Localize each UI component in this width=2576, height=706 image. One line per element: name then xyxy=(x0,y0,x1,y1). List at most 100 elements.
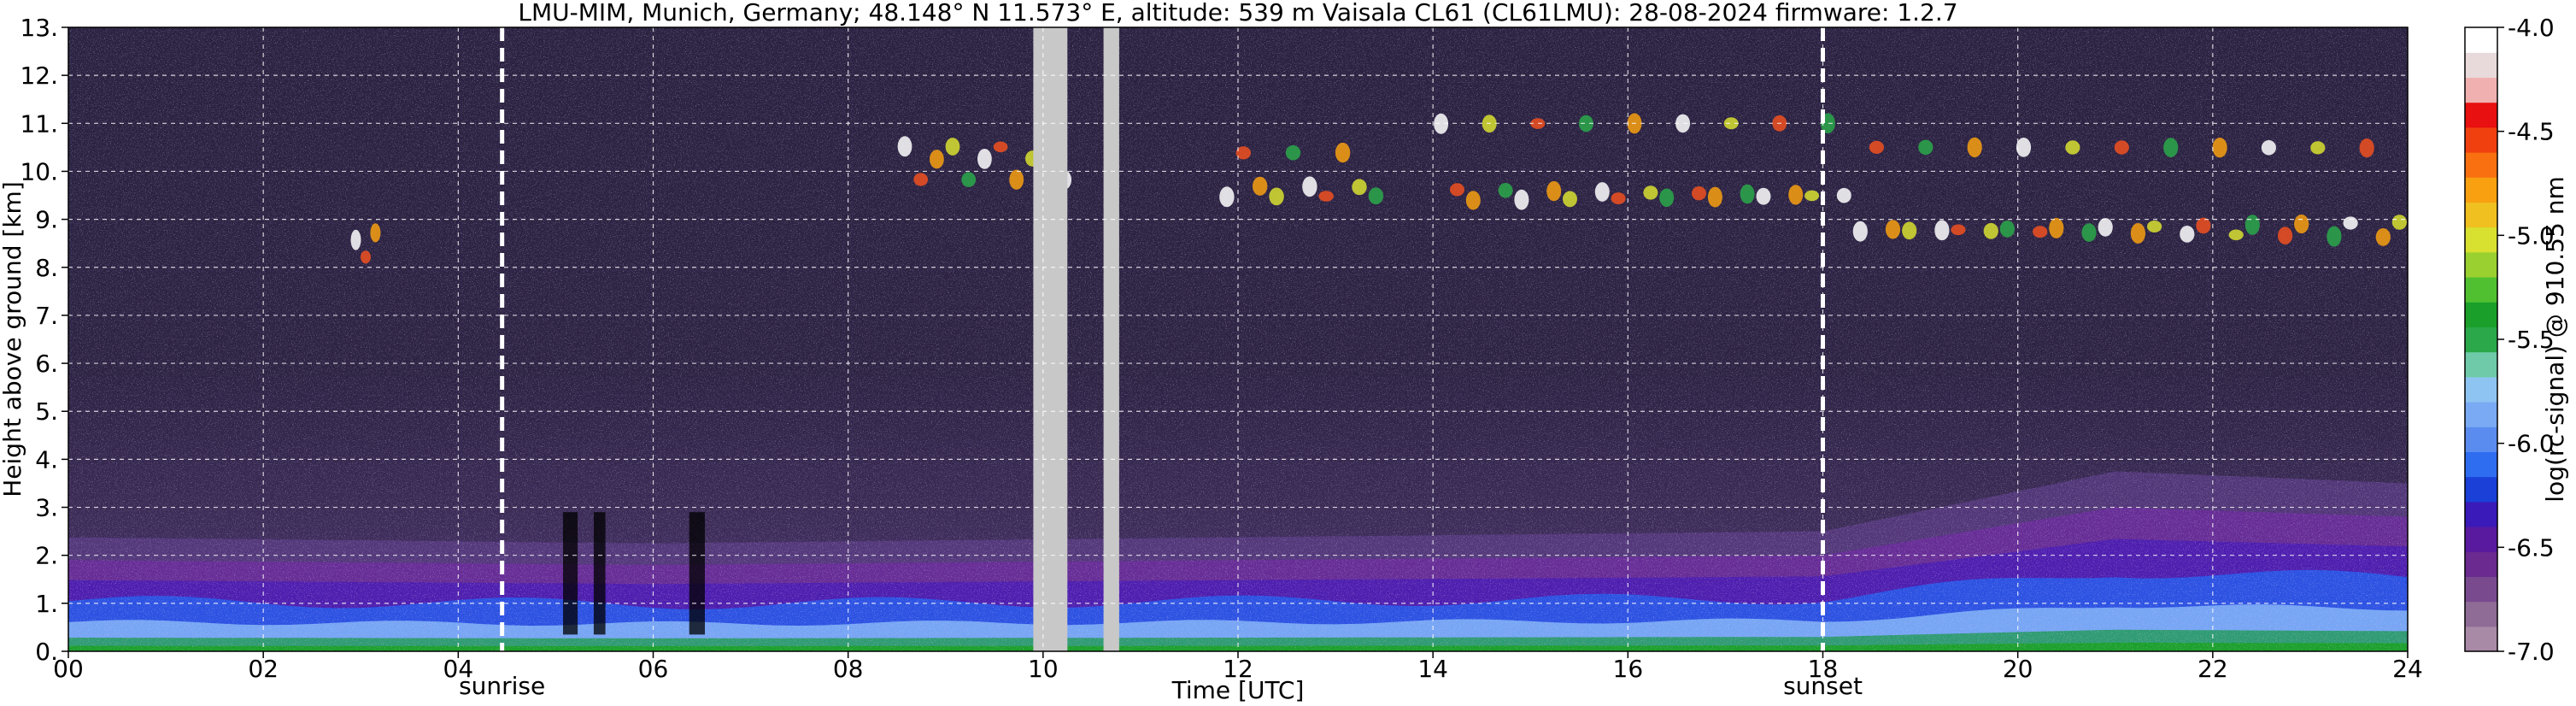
cirrus-patch xyxy=(1335,142,1351,163)
y-tick-label: 2. xyxy=(35,542,58,570)
x-tick-label: 00 xyxy=(53,655,84,683)
cirrus-patch xyxy=(2375,228,2391,246)
cirrus-patch xyxy=(1498,183,1513,198)
colorbar-tick-label: -5.5 xyxy=(2508,326,2555,354)
y-axis-label: Height above ground [km] xyxy=(0,181,26,497)
y-tick-label: 9. xyxy=(35,206,58,234)
cirrus-patch xyxy=(1918,139,1933,156)
cirrus-patch xyxy=(945,138,960,156)
cirrus-patch xyxy=(1253,176,1268,196)
cirrus-patch xyxy=(2196,217,2211,234)
x-tick-label: 12 xyxy=(1223,655,1253,683)
colorbar-swatch xyxy=(2465,177,2497,203)
plume xyxy=(593,512,606,635)
y-tick-label: 6. xyxy=(35,350,58,378)
colorbar-swatch xyxy=(2465,576,2497,603)
colorbar-swatch xyxy=(2465,152,2497,178)
cirrus-patch xyxy=(897,136,912,157)
plume xyxy=(689,512,705,635)
x-tick-label: 14 xyxy=(1417,655,1448,683)
colorbar-tick-label: -6.0 xyxy=(2508,430,2555,458)
cirrus-patch xyxy=(1675,114,1691,133)
cirrus-patch xyxy=(2065,140,2080,155)
colorbar-tick-label: -6.5 xyxy=(2508,533,2555,562)
cirrus-patch xyxy=(1450,183,1464,197)
cirrus-patch xyxy=(1318,191,1334,202)
x-tick-label: 22 xyxy=(2198,655,2228,683)
cirrus-patch xyxy=(2212,138,2227,158)
x-axis-ticks: 00 02 04 06 08 10 12 14 16 18 20 22 24 xyxy=(53,651,2423,683)
y-tick-label: 12. xyxy=(20,62,58,90)
cirrus-patch xyxy=(961,172,977,187)
colorbar-swatch xyxy=(2465,376,2497,403)
y-tick-label: 13. xyxy=(20,14,58,42)
cirrus-patch xyxy=(2310,141,2326,155)
cirrus-patch xyxy=(2244,215,2260,235)
colorbar-swatch xyxy=(2465,601,2497,627)
colorbar-swatch xyxy=(2465,402,2497,427)
cirrus-patch xyxy=(977,149,992,169)
cirrus-patch xyxy=(1594,182,1610,202)
x-tick-label: 10 xyxy=(1028,655,1059,683)
cirrus-patch xyxy=(1983,222,1998,239)
cirrus-patch xyxy=(1692,186,1706,201)
cirrus-patch xyxy=(2147,221,2162,232)
y-tick-label: 7. xyxy=(35,302,58,330)
chart-title: LMU-MIM, Munich, Germany; 48.148° N 11.5… xyxy=(518,0,1957,26)
y-tick-label: 0. xyxy=(35,638,58,666)
colorbar-swatch xyxy=(2465,501,2497,527)
annotations: sunrise sunset xyxy=(459,672,1863,700)
y-tick-label: 8. xyxy=(35,254,58,282)
cirrus-patch xyxy=(1514,189,1529,210)
cirrus-patch xyxy=(2049,217,2064,238)
colorbar-swatch xyxy=(2465,551,2497,577)
cirrus-patch xyxy=(350,229,361,250)
colorbar-swatch xyxy=(2465,102,2497,128)
colorbar-swatch xyxy=(2465,126,2497,153)
cirrus-patch xyxy=(1967,137,1982,158)
x-tick-label: 08 xyxy=(833,655,864,683)
missing-data xyxy=(1033,27,1119,651)
cirrus-patch xyxy=(2228,229,2244,241)
cirrus-patch xyxy=(1009,169,1024,190)
sunset-label: sunset xyxy=(1783,672,1863,700)
cirrus-patch xyxy=(2114,140,2129,155)
missing-data-band xyxy=(1103,27,1119,651)
cirrus-patch xyxy=(361,250,371,264)
cirrus-patch xyxy=(1302,176,1317,197)
cirrus-patch xyxy=(1902,221,1917,240)
colorbar-swatch xyxy=(2465,302,2497,327)
y-tick-label: 11. xyxy=(20,109,58,138)
cirrus-patch xyxy=(2343,216,2358,230)
cirrus-patch xyxy=(1707,186,1722,208)
dark-plumes xyxy=(563,512,705,635)
colorbar-swatch xyxy=(2465,227,2497,253)
colorbar-tick-label: -5.0 xyxy=(2508,221,2555,250)
cirrus-patch xyxy=(1999,221,2015,238)
colorbar-tick-label: -4.5 xyxy=(2508,118,2555,146)
x-tick-label: 06 xyxy=(638,655,669,683)
cirrus-patch xyxy=(930,150,944,169)
cirrus-patch xyxy=(1836,187,1851,203)
colorbar-tick-label: -7.0 xyxy=(2508,638,2555,666)
cirrus-patch xyxy=(913,173,929,186)
x-tick-label: 24 xyxy=(2392,655,2423,683)
cirrus-patch xyxy=(2081,223,2097,242)
colorbar-tick-label: -4.0 xyxy=(2508,14,2555,42)
cirrus-patch xyxy=(1235,146,1252,160)
x-tick-label: 16 xyxy=(1613,655,1644,683)
cirrus-patch xyxy=(1578,115,1593,132)
cirrus-patch xyxy=(2327,226,2342,247)
colorbar-label: log(rc-signal) @ 910.55 nm xyxy=(2541,176,2569,502)
colorbar-swatch xyxy=(2465,77,2497,103)
x-axis-label: Time [UTC] xyxy=(1171,676,1305,704)
cirrus-patch xyxy=(2163,138,2179,158)
cirrus-patch xyxy=(1465,191,1481,210)
cirrus-patch xyxy=(1788,185,1804,205)
cirrus-patch xyxy=(2278,227,2293,245)
cirrus-patch xyxy=(1723,117,1739,130)
missing-data-band xyxy=(1033,27,1068,651)
cirrus-patch xyxy=(1934,220,1950,241)
cirrus-patch xyxy=(2261,140,2276,156)
cirrus-patch xyxy=(1885,220,1901,239)
